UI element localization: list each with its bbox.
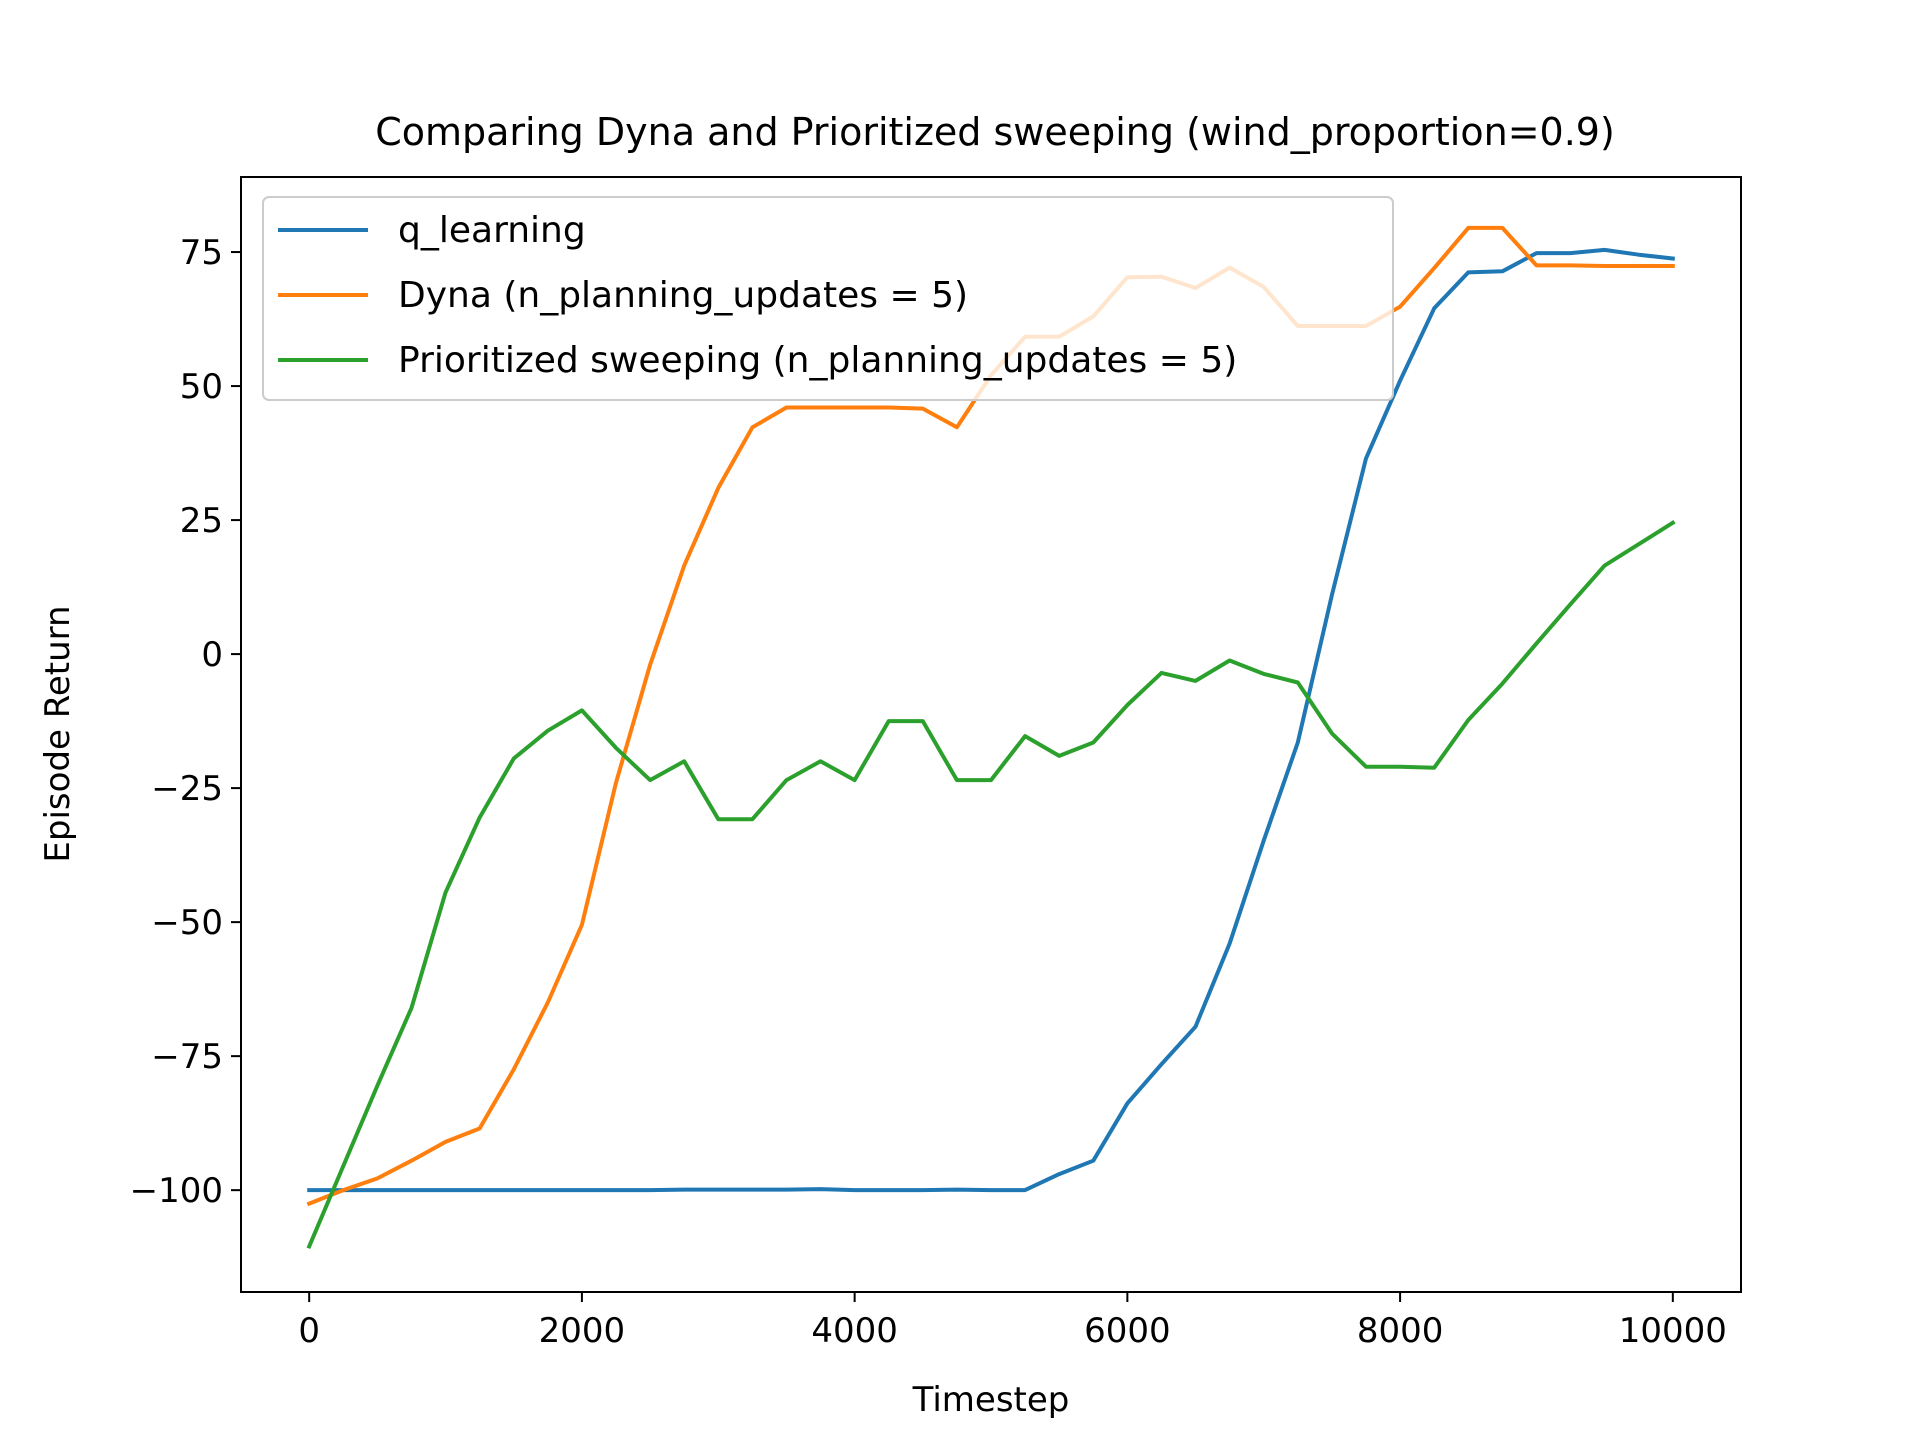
y-tick-label: −50 [151, 903, 223, 943]
x-tick-label: 4000 [811, 1311, 898, 1351]
legend-label-q-learning: q_learning [398, 210, 586, 251]
legend: q_learning Dyna (n_planning_updates = 5)… [262, 196, 1394, 401]
y-tick-label: −100 [130, 1171, 223, 1211]
x-tick-label: 2000 [539, 1311, 626, 1351]
x-tick-label: 10000 [1619, 1311, 1727, 1351]
axes-layer: 0 2000 4000 6000 8000 10000 −100 −75 −50 −25 0 25 50… [130, 233, 1727, 1351]
series-line-prioritized-sweeping [306, 520, 1676, 1250]
y-tick-label: 75 [180, 233, 223, 273]
y-axis-label: Episode Return [38, 605, 78, 862]
plot-frame [240, 176, 1742, 1293]
x-tick-label: 6000 [1084, 1311, 1171, 1351]
x-tick-label: 8000 [1357, 1311, 1444, 1351]
x-axis-label: Timestep [912, 1380, 1070, 1420]
x-tick-label: 0 [298, 1311, 320, 1351]
legend-label-prioritized-sweeping: Prioritized sweeping (n_planning_updates… [398, 340, 1237, 381]
y-tick-label: 0 [201, 635, 223, 675]
series-line-q-learning [307, 247, 1676, 1193]
legend-label-dyna: Dyna (n_planning_updates = 5) [398, 275, 968, 316]
legend-box [262, 196, 1394, 401]
chart-title: Comparing Dyna and Prioritized sweeping … [375, 110, 1615, 154]
y-tick-label: 50 [180, 367, 223, 407]
y-tick-label: −25 [151, 769, 223, 809]
y-tick-label: −75 [151, 1037, 223, 1077]
y-tick-label: 25 [180, 501, 223, 541]
